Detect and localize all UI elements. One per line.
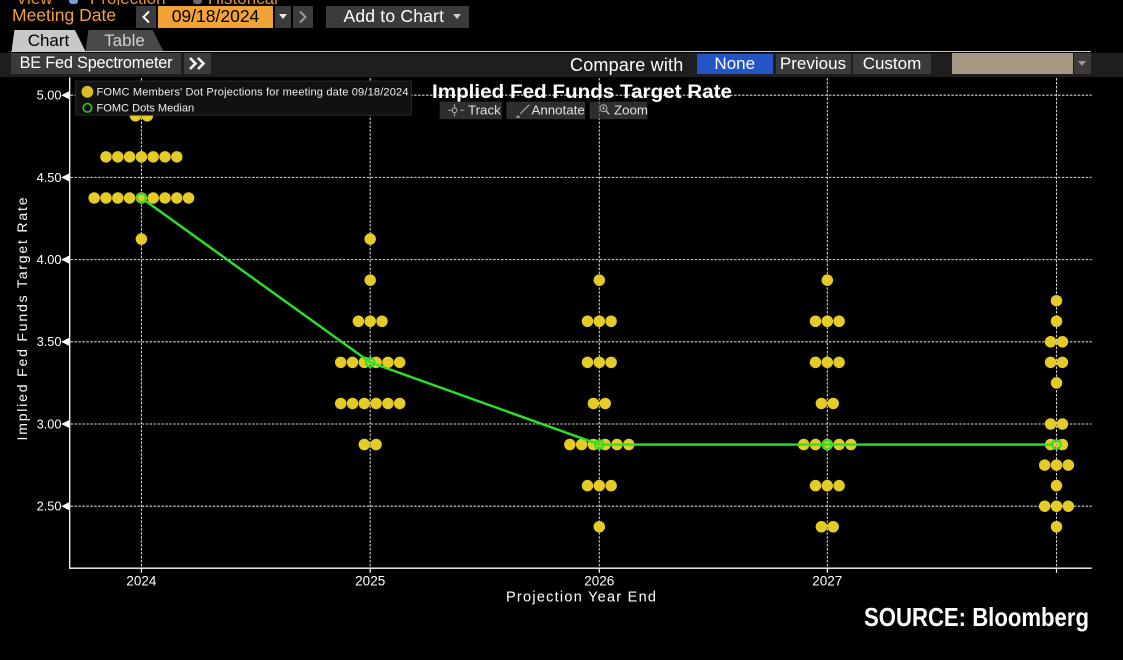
svg-text:2025: 2025 bbox=[355, 573, 385, 588]
svg-text:4.50: 4.50 bbox=[37, 170, 62, 185]
svg-text:Projection Year End: Projection Year End bbox=[506, 590, 656, 606]
svg-text:Implied Fed Funds Target Rate: Implied Fed Funds Target Rate bbox=[432, 81, 732, 103]
svg-text:Zoom: Zoom bbox=[614, 103, 648, 118]
svg-text:2.50: 2.50 bbox=[37, 499, 62, 514]
svg-text:2026: 2026 bbox=[584, 573, 614, 588]
svg-text:FOMC Dots Median: FOMC Dots Median bbox=[97, 103, 195, 115]
svg-text:3.50: 3.50 bbox=[37, 334, 62, 349]
svg-text:5.00: 5.00 bbox=[37, 88, 62, 103]
svg-text:Implied Fed Funds Target Rate: Implied Fed Funds Target Rate bbox=[14, 197, 30, 440]
svg-text:Track: Track bbox=[468, 103, 501, 118]
svg-text:3.00: 3.00 bbox=[37, 416, 62, 431]
svg-text:4.00: 4.00 bbox=[37, 252, 62, 267]
svg-text:2027: 2027 bbox=[812, 573, 842, 588]
svg-text:SOURCE: Bloomberg: SOURCE: Bloomberg bbox=[864, 602, 1089, 632]
svg-text:Annotate: Annotate bbox=[532, 103, 585, 118]
svg-text:2024: 2024 bbox=[126, 573, 157, 588]
svg-text:FOMC Members' Dot Projections: FOMC Members' Dot Projections for meetin… bbox=[97, 87, 409, 99]
